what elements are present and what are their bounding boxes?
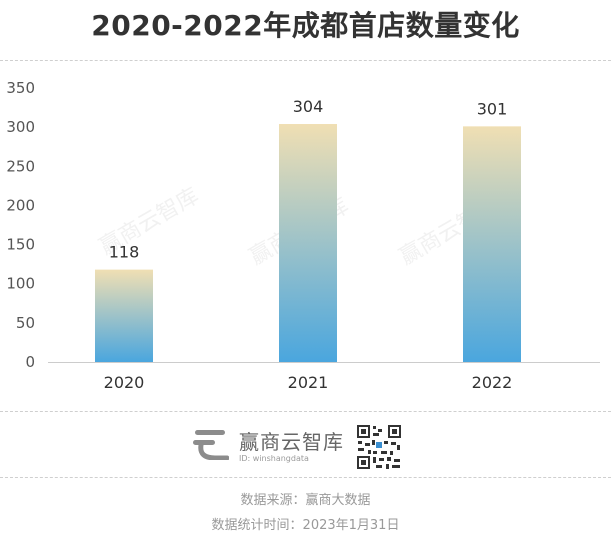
bar-2022	[463, 126, 521, 362]
brand-block: 赢商云智库 ID: winshangdata	[193, 424, 413, 470]
x-tick-label-2020: 2020	[104, 373, 145, 392]
brand-name: 赢商云智库	[239, 430, 344, 454]
bar-2021	[279, 124, 337, 362]
y-axis: 0 50 100 150 200 250 300 350	[6, 79, 35, 371]
x-axis: 2020 2021 2022	[104, 373, 513, 392]
y-tick-label: 300	[6, 118, 35, 136]
chart-title: 2020-2022年成都首店数量变化	[91, 9, 520, 42]
y-tick-label: 200	[6, 196, 35, 214]
bar-2020	[95, 269, 153, 362]
y-tick-label: 250	[6, 157, 35, 175]
y-tick-label: 100	[6, 275, 35, 293]
y-tick-label: 350	[6, 79, 35, 97]
y-tick-label: 50	[16, 314, 35, 332]
x-tick-label-2021: 2021	[288, 373, 329, 392]
data-label-2020: 118	[109, 243, 140, 262]
chart-divider	[0, 411, 611, 412]
data-time-text: 数据统计时间：2023年1月31日	[211, 518, 400, 533]
data-label-2022: 301	[477, 99, 508, 118]
data-label-2021: 304	[293, 97, 324, 116]
data-labels: 118 304 301	[109, 97, 508, 262]
header-divider	[0, 60, 611, 61]
y-tick-label: 150	[6, 236, 35, 254]
y-tick-label: 0	[25, 353, 35, 371]
bars	[95, 124, 521, 362]
data-source-text: 数据来源：赢商大数据	[240, 493, 371, 508]
brand-logo-icon	[193, 430, 229, 460]
qr-code-icon	[356, 424, 402, 470]
footer-divider	[0, 477, 611, 478]
brand-id: ID: winshangdata	[239, 454, 309, 463]
x-tick-label-2022: 2022	[472, 373, 513, 392]
